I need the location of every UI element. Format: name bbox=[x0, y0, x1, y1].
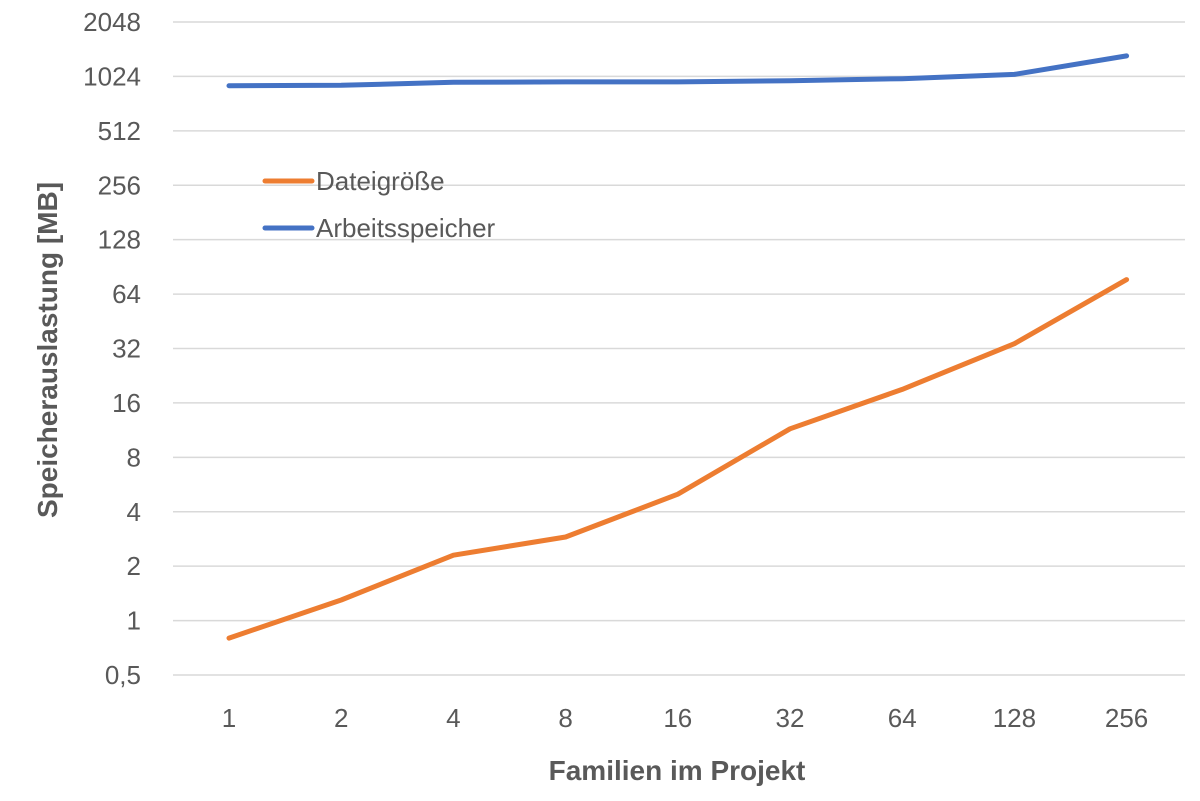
y-tick-label: 16 bbox=[112, 388, 141, 418]
x-tick-labels: 1 2 4 8 16 32 64 128 256 bbox=[222, 703, 1149, 733]
gridlines bbox=[173, 21, 1185, 676]
y-tick-label: 4 bbox=[127, 497, 141, 527]
y-tick-label: 2 bbox=[127, 551, 141, 581]
y-tick-label: 256 bbox=[98, 170, 141, 200]
legend: Dateigröße Arbeitsspeicher bbox=[262, 166, 496, 243]
y-tick-label: 1 bbox=[127, 606, 141, 636]
series-line-dateigroesse bbox=[226, 277, 1130, 641]
y-tick-label: 8 bbox=[127, 442, 141, 472]
y-tick-label: 0,5 bbox=[105, 660, 141, 690]
x-tick-label: 256 bbox=[1105, 703, 1148, 733]
y-tick-label: 32 bbox=[112, 334, 141, 364]
legend-label-dateigroesse: Dateigröße bbox=[316, 166, 445, 196]
legend-label-arbeitsspeicher: Arbeitsspeicher bbox=[316, 213, 496, 243]
x-tick-label: 2 bbox=[334, 703, 348, 733]
x-axis-title: Familien im Projekt bbox=[549, 755, 806, 786]
y-tick-labels: 0,5 1 2 4 8 16 32 64 128 256 512 1024 2048 bbox=[83, 7, 141, 690]
y-tick-label: 512 bbox=[98, 116, 141, 146]
x-tick-label: 4 bbox=[446, 703, 460, 733]
y-tick-label: 2048 bbox=[83, 7, 141, 37]
x-tick-label: 1 bbox=[222, 703, 236, 733]
y-tick-label: 1024 bbox=[83, 61, 141, 91]
x-tick-label: 16 bbox=[663, 703, 692, 733]
series-lines bbox=[226, 53, 1130, 641]
x-tick-label: 64 bbox=[888, 703, 917, 733]
y-tick-label: 64 bbox=[112, 279, 141, 309]
x-tick-label: 8 bbox=[558, 703, 572, 733]
series-line-arbeitsspeicher bbox=[226, 53, 1130, 89]
x-tick-label: 32 bbox=[776, 703, 805, 733]
y-tick-label: 128 bbox=[98, 225, 141, 255]
y-axis-title: Speicherauslastung [MB] bbox=[32, 182, 63, 518]
x-tick-label: 128 bbox=[993, 703, 1036, 733]
